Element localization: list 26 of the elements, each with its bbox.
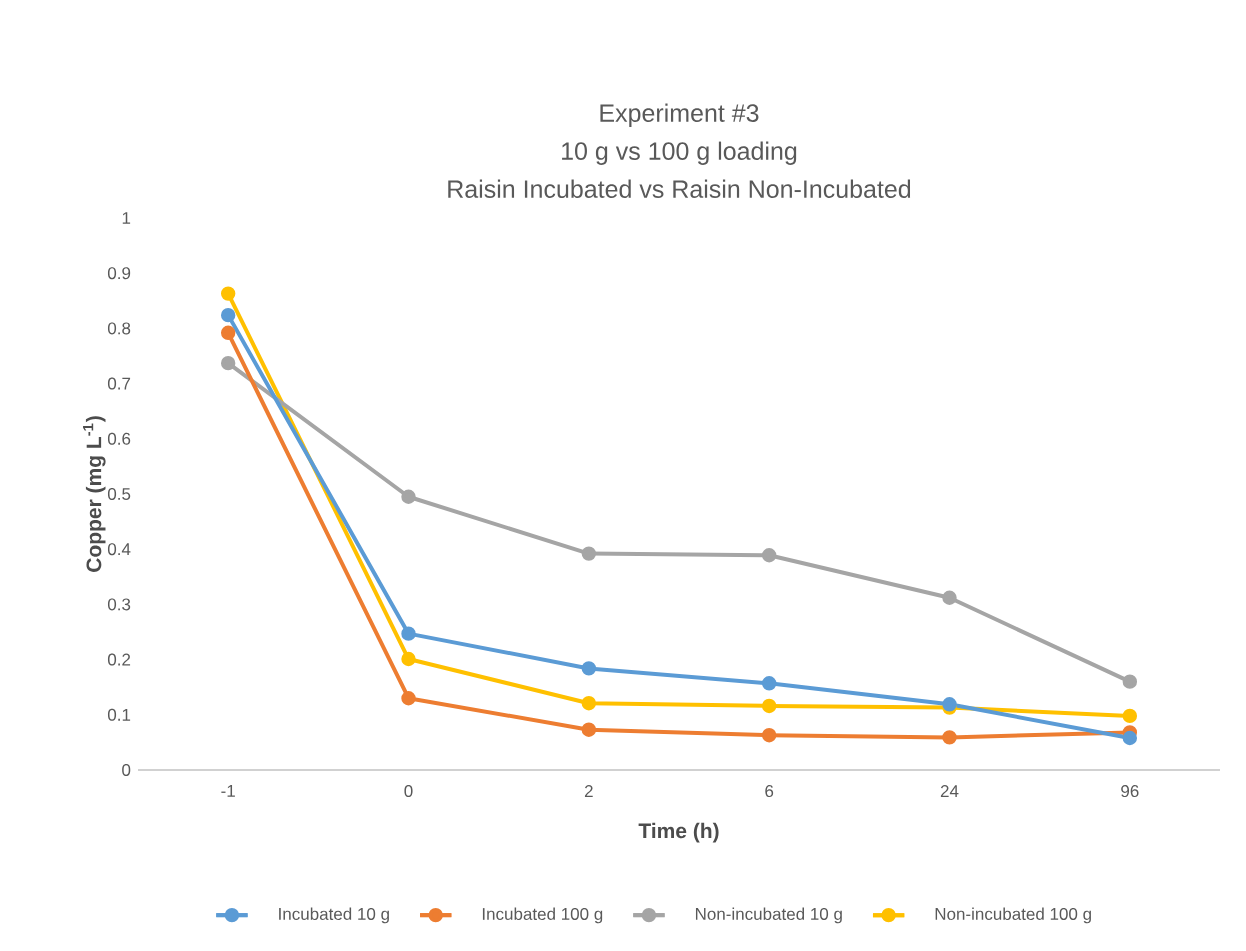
- y-axis-title: Copper (mg L$^{-1}$): [83, 416, 106, 572]
- legend-label: Non-incubated 100 g: [935, 907, 1091, 924]
- x-tick-label: 6: [765, 785, 774, 798]
- text: Experiment #3: [600, 103, 759, 127]
- y-tick-label: 0.4: [107, 543, 131, 556]
- y-tick-label: 0.8: [107, 322, 131, 335]
- legend-label: Non-incubated 10 g: [695, 907, 842, 924]
- x-tick-label: 0: [404, 785, 413, 798]
- x-tick-label: 2: [584, 785, 593, 797]
- y-tick-label: 0.2: [107, 653, 131, 666]
- y-tick-label: 1: [122, 212, 131, 224]
- x-tick-label: 96: [1121, 785, 1139, 798]
- y-tick-label: 0.5: [107, 487, 131, 500]
- y-tick-label: 0.1: [107, 708, 131, 721]
- legend-label: Incubated 100 g: [482, 907, 603, 924]
- y-tick-label: 0.9: [107, 267, 131, 280]
- y-tick-label: 0.7: [107, 377, 131, 390]
- text: Raisin Incubated vs Raisin Non-Incubated: [448, 179, 911, 198]
- y-tick-label: 0.3: [107, 598, 131, 611]
- x-tick-label: -1: [221, 785, 235, 797]
- y-tick-label: 0.6: [107, 432, 131, 445]
- x-tick-label: 24: [940, 785, 959, 797]
- x-axis-title: Time (h): [638, 822, 719, 843]
- y-tick-label: 0: [122, 763, 131, 776]
- legend-label: Incubated 10 g: [279, 907, 389, 924]
- text: 10 g vs 100 g loading: [562, 141, 797, 165]
